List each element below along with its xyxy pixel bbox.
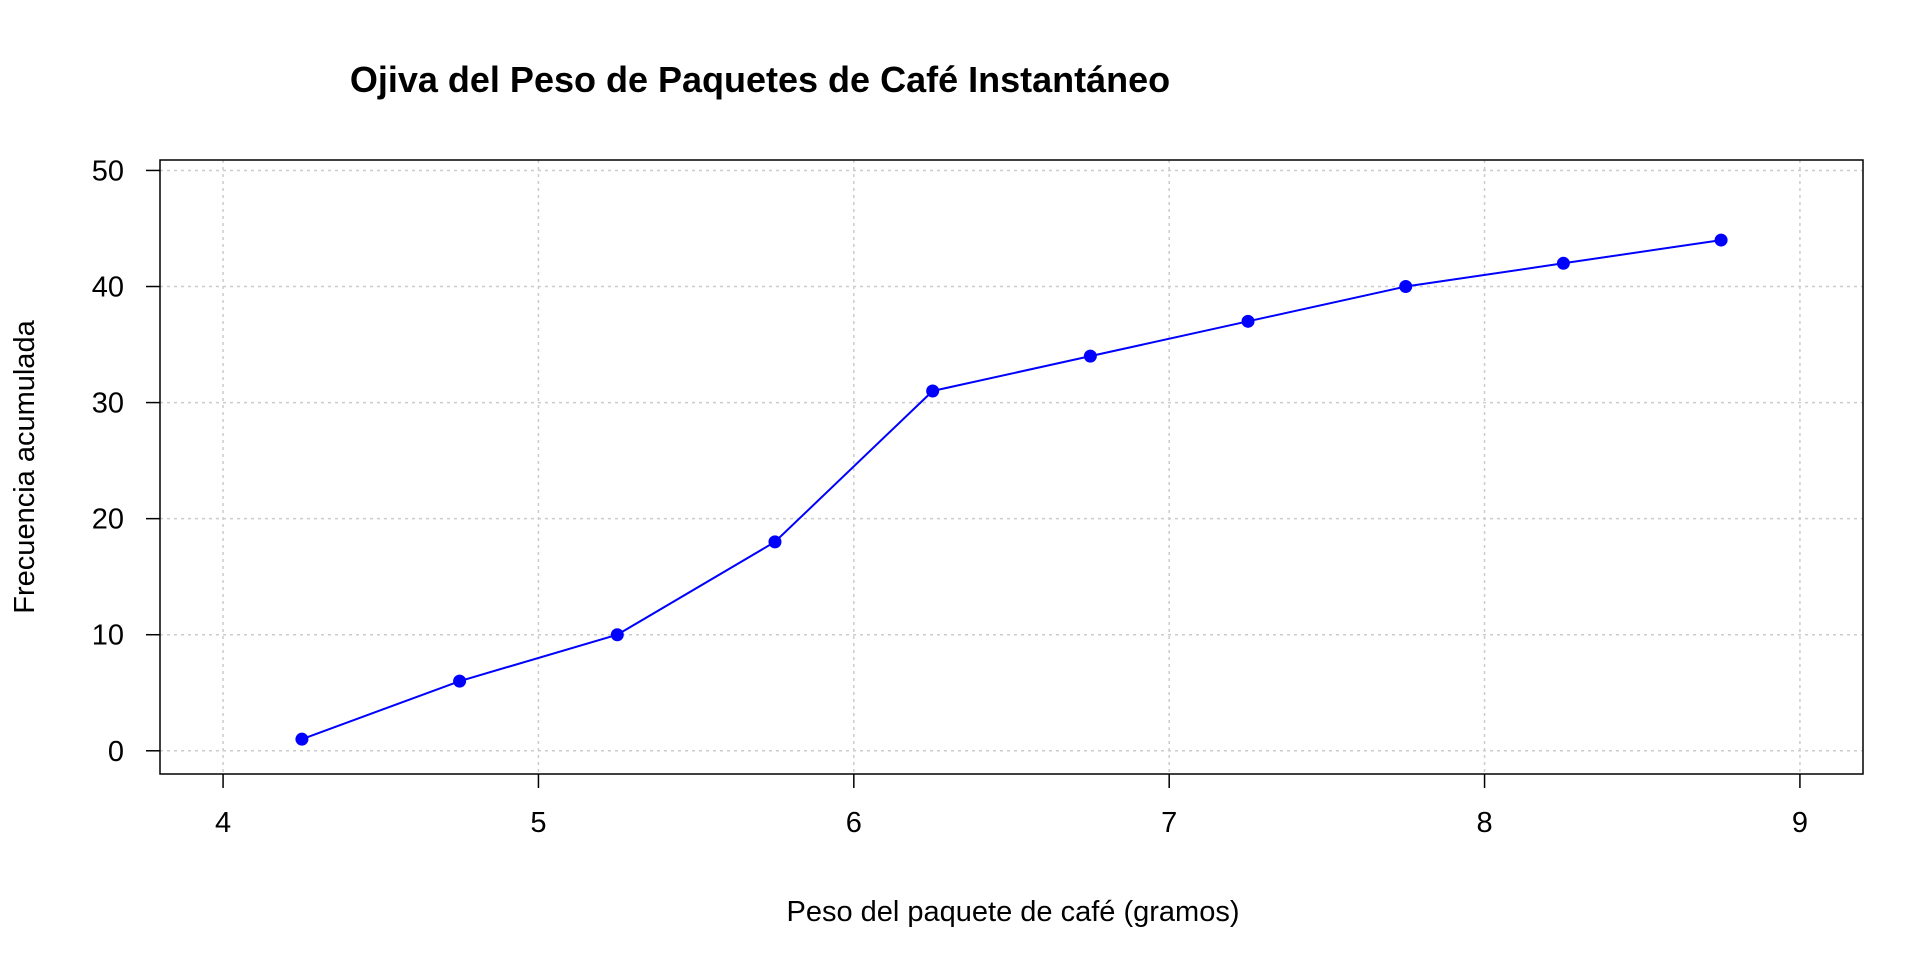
x-tick-label: 5 — [530, 807, 546, 839]
y-tick-label: 50 — [92, 155, 124, 187]
ogive-line — [301, 239, 1722, 741]
x-tick-label: 6 — [846, 807, 862, 839]
x-tick-label: 8 — [1476, 807, 1492, 839]
axes: 4 5 6 7 8 9 0 10 20 30 40 50 — [92, 155, 1864, 839]
data-point — [926, 384, 940, 398]
data-point — [453, 674, 467, 688]
data-series — [295, 233, 1728, 746]
data-point — [295, 732, 309, 746]
data-point — [1556, 256, 1570, 270]
data-point — [1399, 280, 1413, 294]
y-tick-label: 20 — [92, 504, 124, 536]
x-axis-label: Peso del paquete de café (gramos) — [787, 896, 1240, 928]
y-tick-label: 10 — [92, 620, 124, 652]
data-point — [1083, 349, 1097, 363]
y-tick-label: 0 — [108, 736, 124, 768]
chart-title: Ojiva del Peso de Paquetes de Café Insta… — [350, 59, 1170, 100]
y-axis-label: Frecuencia acumulada — [9, 319, 41, 613]
x-tick-label: 9 — [1792, 807, 1808, 839]
y-tick-label: 40 — [92, 272, 124, 304]
data-point — [1241, 314, 1255, 328]
grid — [160, 160, 1863, 774]
data-point — [768, 535, 782, 549]
x-tick-label: 7 — [1161, 807, 1177, 839]
plot-frame — [159, 159, 1864, 775]
data-point — [610, 628, 624, 642]
y-tick-label: 30 — [92, 388, 124, 420]
data-point — [1714, 233, 1728, 247]
x-tick-label: 4 — [215, 807, 231, 839]
